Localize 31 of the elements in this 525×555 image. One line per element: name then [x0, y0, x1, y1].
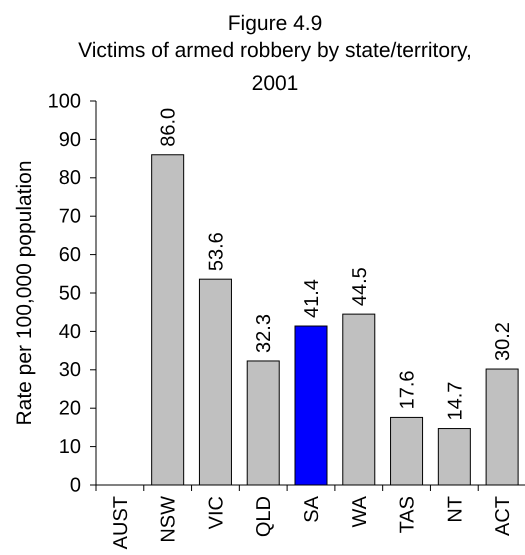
chart-title: Figure 4.9	[228, 12, 322, 35]
x-tick-label: WA	[348, 495, 371, 528]
y-tick-label: 20	[58, 398, 81, 420]
data-label: 32.3	[253, 314, 276, 353]
x-tick-label: NSW	[158, 496, 180, 543]
y-tick-label: 10	[58, 436, 81, 458]
y-tick-label: 90	[58, 128, 81, 151]
data-label: 53.6	[205, 232, 228, 272]
y-tick-label: 0	[70, 474, 81, 496]
x-tick-label: NT	[444, 496, 466, 523]
data-label: 14.7	[444, 382, 466, 421]
y-axis-title: Rate per 100,000 population	[13, 160, 36, 426]
y-tick-label: 40	[58, 320, 81, 343]
data-label: 30.2	[492, 322, 514, 362]
y-tick-label: 60	[58, 244, 81, 266]
y-tick-label: 70	[58, 206, 81, 228]
x-tick-label: QLD	[253, 496, 276, 538]
y-tick-label: 30	[58, 359, 81, 382]
x-tick-label: TAS	[396, 496, 419, 534]
y-tick-label: 100	[48, 90, 81, 112]
y-tick-label: 80	[58, 167, 81, 190]
x-tick-label: AUST	[110, 496, 132, 550]
data-label: 17.6	[396, 370, 419, 410]
chart-subtitle: Victims of armed robbery by state/territory, 2001	[78, 39, 472, 95]
y-tick-label: 50	[58, 282, 81, 304]
data-label: 41.4	[301, 279, 323, 318]
x-tick-label: VIC	[205, 496, 228, 530]
x-tick-label: SA	[301, 495, 323, 523]
data-label: 86.0	[158, 108, 180, 147]
data-label: 44.5	[348, 267, 371, 306]
x-tick-label: ACT	[492, 496, 514, 536]
